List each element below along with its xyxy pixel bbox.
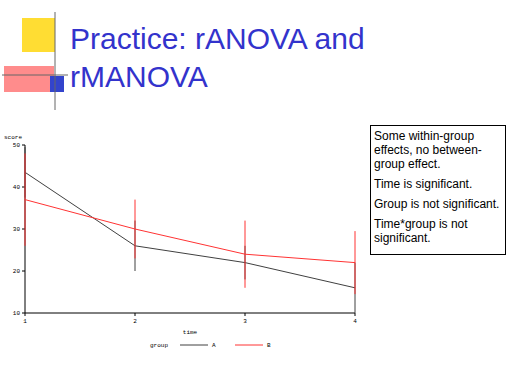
annotation: Time*group is not significant. (374, 217, 502, 245)
series-line (25, 200, 355, 263)
axes: 10 20 30 40 50 1 2 3 4 score time (4, 134, 357, 336)
y-tick (22, 145, 25, 146)
y-tick-label: 30 (13, 226, 21, 233)
legend-swatch (235, 345, 263, 346)
x-tick-label: 3 (243, 318, 247, 325)
x-axis (25, 313, 355, 314)
y-tick-label: 50 (13, 142, 21, 149)
legend-title: group (150, 342, 168, 349)
y-tick (22, 271, 25, 272)
notes-box: Some within-group effects, no between-gr… (370, 125, 506, 255)
x-tick (355, 313, 356, 316)
deco-yellow (22, 18, 55, 52)
legend-label: A (212, 342, 216, 349)
error-bar (25, 153, 26, 245)
y-tick-label: 40 (13, 184, 21, 191)
chart: 10 20 30 40 50 1 2 3 4 score time group A B (0, 0, 512, 384)
legend: group A B (150, 342, 271, 349)
annotation: Some within-group effects, no between-gr… (374, 129, 502, 171)
deco-line (55, 12, 56, 110)
x-tick-label: 2 (133, 318, 137, 325)
annotation: Time is significant. (374, 177, 502, 191)
plot-area (25, 147, 355, 313)
x-tick-label: 1 (23, 318, 27, 325)
deco-blue (50, 76, 64, 92)
y-axis (25, 145, 26, 313)
error-bar (245, 221, 246, 288)
deco-line (2, 75, 68, 76)
annotation: Group is not significant. (374, 197, 502, 211)
x-tick (135, 313, 136, 316)
y-tick-label: 20 (13, 268, 21, 275)
series-line (25, 172, 355, 287)
x-tick-label: 4 (353, 318, 357, 325)
decoration (2, 12, 68, 110)
legend-label: B (267, 342, 271, 349)
deco-red (4, 66, 54, 92)
error-bar (135, 200, 136, 259)
slide-title: Practice: rANOVA and rMANOVA (70, 20, 400, 96)
x-tick (25, 313, 26, 316)
x-axis-label: time (183, 329, 198, 336)
error-bar (355, 231, 356, 294)
y-axis-label: score (4, 134, 22, 141)
y-tick-label: 10 (13, 310, 21, 317)
legend-swatch (180, 345, 208, 346)
x-tick (245, 313, 246, 316)
